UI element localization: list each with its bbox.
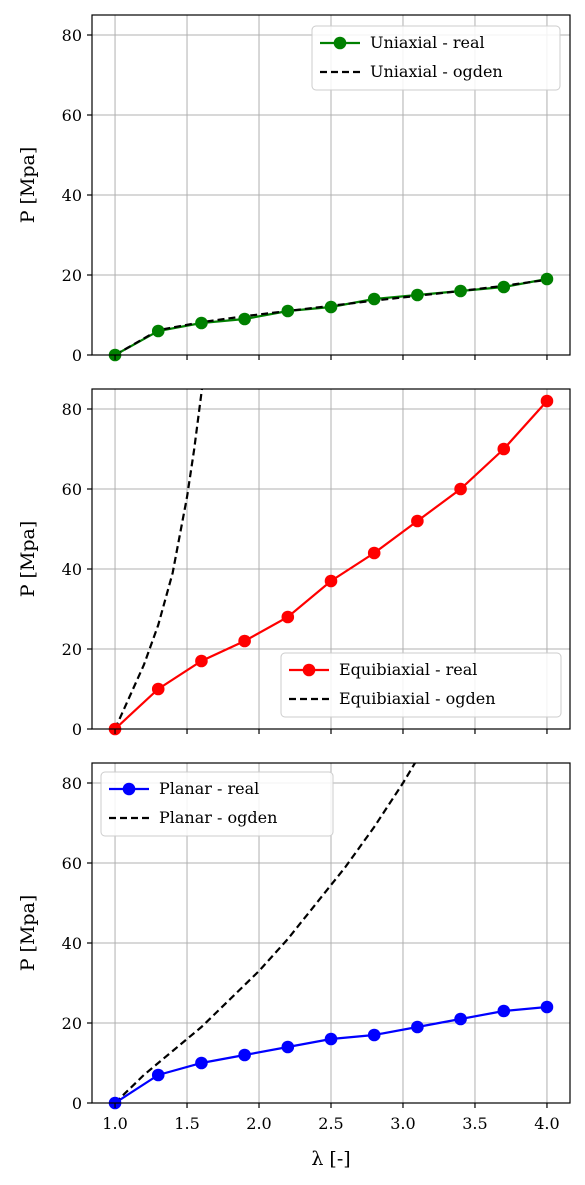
x-tick-label: 2.0 [246, 1114, 271, 1133]
x-tick-label: 1.0 [102, 1114, 127, 1133]
y-tick-label: 0 [72, 720, 82, 739]
legend-box [311, 25, 561, 91]
legend-label: Equibiaxial - real [339, 660, 477, 679]
y-tick-label: 80 [62, 400, 82, 419]
legend-marker [122, 782, 136, 796]
data-point [540, 272, 554, 286]
legend-label: Planar - ogden [159, 808, 277, 827]
data-point [238, 634, 251, 648]
data-point [367, 546, 381, 560]
legend-marker [333, 36, 347, 50]
data-point [281, 610, 295, 624]
data-point [497, 1004, 511, 1018]
data-point [238, 312, 251, 326]
legend-label: Uniaxial - real [370, 33, 485, 52]
y-tick-label: 0 [72, 1094, 82, 1113]
y-tick-label: 80 [62, 774, 82, 793]
data-point [151, 1068, 165, 1082]
y-tick-label: 0 [72, 346, 82, 365]
y-tick-label: 80 [62, 26, 82, 45]
y-tick-label: 40 [62, 934, 82, 953]
data-point [411, 1020, 424, 1034]
y-axis-label: P [Mpa] [17, 521, 39, 598]
x-tick-label: 2.5 [318, 1114, 343, 1133]
data-point [540, 394, 554, 408]
data-point [540, 1000, 554, 1014]
data-point [151, 682, 165, 696]
data-point [454, 482, 467, 496]
legend: Planar - real Planar - ogden [100, 771, 334, 837]
data-point [367, 1028, 381, 1042]
x-tick-label: 3.5 [462, 1114, 487, 1133]
legend-box [280, 652, 562, 718]
legend: Equibiaxial - real Equibiaxial - ogden [280, 652, 562, 718]
data-point [324, 1032, 338, 1046]
data-point [238, 1048, 251, 1062]
data-point [324, 300, 338, 314]
y-tick-label: 20 [62, 266, 82, 285]
legend: Uniaxial - real Uniaxial - ogden [311, 25, 561, 91]
data-point [497, 280, 511, 294]
data-point [195, 316, 208, 330]
data-point [195, 654, 208, 668]
y-tick-label: 40 [62, 186, 82, 205]
data-point [281, 304, 295, 318]
x-tick-label: 3.0 [390, 1114, 415, 1133]
x-tick-label: 4.0 [534, 1114, 559, 1133]
legend-label: Planar - real [159, 779, 259, 798]
y-axis-label: P [Mpa] [17, 147, 39, 224]
data-point [454, 1012, 467, 1026]
y-tick-label: 60 [62, 480, 82, 499]
y-tick-label: 20 [62, 1014, 82, 1033]
legend-label: Equibiaxial - ogden [339, 689, 496, 708]
legend-label: Uniaxial - ogden [370, 62, 503, 81]
legend-marker [302, 663, 316, 677]
y-axis-label: P [Mpa] [17, 895, 39, 972]
y-tick-label: 40 [62, 560, 82, 579]
series-line-2 [114, 389, 204, 729]
subplot-3: 0 20 40 60 80 1.0 1.5 2.0 2.5 3.0 3.5 4.0 P [Mpa] λ [… [17, 762, 571, 1170]
x-axis-label: λ [-] [311, 1148, 350, 1170]
data-point [497, 442, 511, 456]
legend-box [100, 771, 334, 837]
data-point [195, 1056, 208, 1070]
y-tick-label: 20 [62, 640, 82, 659]
y-tick-label: 60 [62, 106, 82, 125]
data-point [281, 1040, 295, 1054]
data-point [411, 288, 424, 302]
data-point [324, 574, 338, 588]
data-point [367, 292, 381, 306]
y-tick-label: 60 [62, 854, 82, 873]
series-line-2 [114, 763, 417, 1103]
data-point [454, 284, 467, 298]
data-point [151, 324, 165, 338]
x-tick-label: 1.5 [174, 1114, 199, 1133]
data-point [411, 514, 424, 528]
